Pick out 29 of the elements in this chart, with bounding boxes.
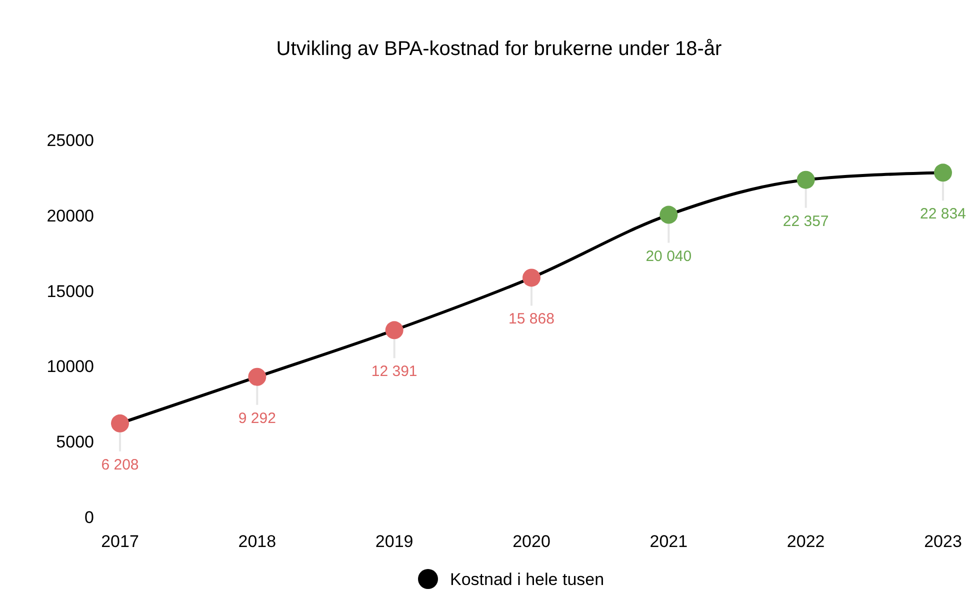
- x-tick-label: 2020: [512, 532, 550, 551]
- data-label: 22 834: [920, 206, 966, 223]
- y-tick-label: 10000: [46, 357, 94, 376]
- y-tick-label: 5000: [56, 432, 94, 452]
- point: [111, 414, 129, 432]
- x-tick-label: 2021: [650, 532, 688, 551]
- y-tick-label: 0: [84, 508, 94, 527]
- point: [934, 164, 952, 182]
- data-label: 15 868: [508, 310, 554, 328]
- x-tick-label: 2018: [238, 532, 276, 551]
- x-tick-label: 2023: [924, 532, 962, 551]
- point: [385, 321, 404, 340]
- y-tick-label: 15000: [46, 282, 94, 301]
- data-label: 22 357: [782, 212, 829, 230]
- x-tick-label: 2022: [786, 532, 825, 551]
- point: [522, 268, 540, 287]
- data-label: 12 391: [371, 363, 418, 380]
- point: [796, 170, 815, 189]
- point: [248, 368, 266, 386]
- x-tick-label: 2019: [375, 532, 414, 551]
- y-tick-label: 25000: [46, 130, 94, 150]
- data-label: 9 292: [238, 410, 276, 427]
- y-tick-label: 20000: [46, 206, 94, 226]
- point: [660, 206, 678, 224]
- x-tick-label: 2017: [101, 532, 139, 551]
- chart-title: Utvikling av BPA-kostnad for brukerne under 18-år: [276, 38, 722, 60]
- legend-label: Kostnad i hele tusen: [450, 570, 604, 589]
- data-label: 6 208: [101, 456, 139, 474]
- data-label: 20 040: [646, 248, 692, 265]
